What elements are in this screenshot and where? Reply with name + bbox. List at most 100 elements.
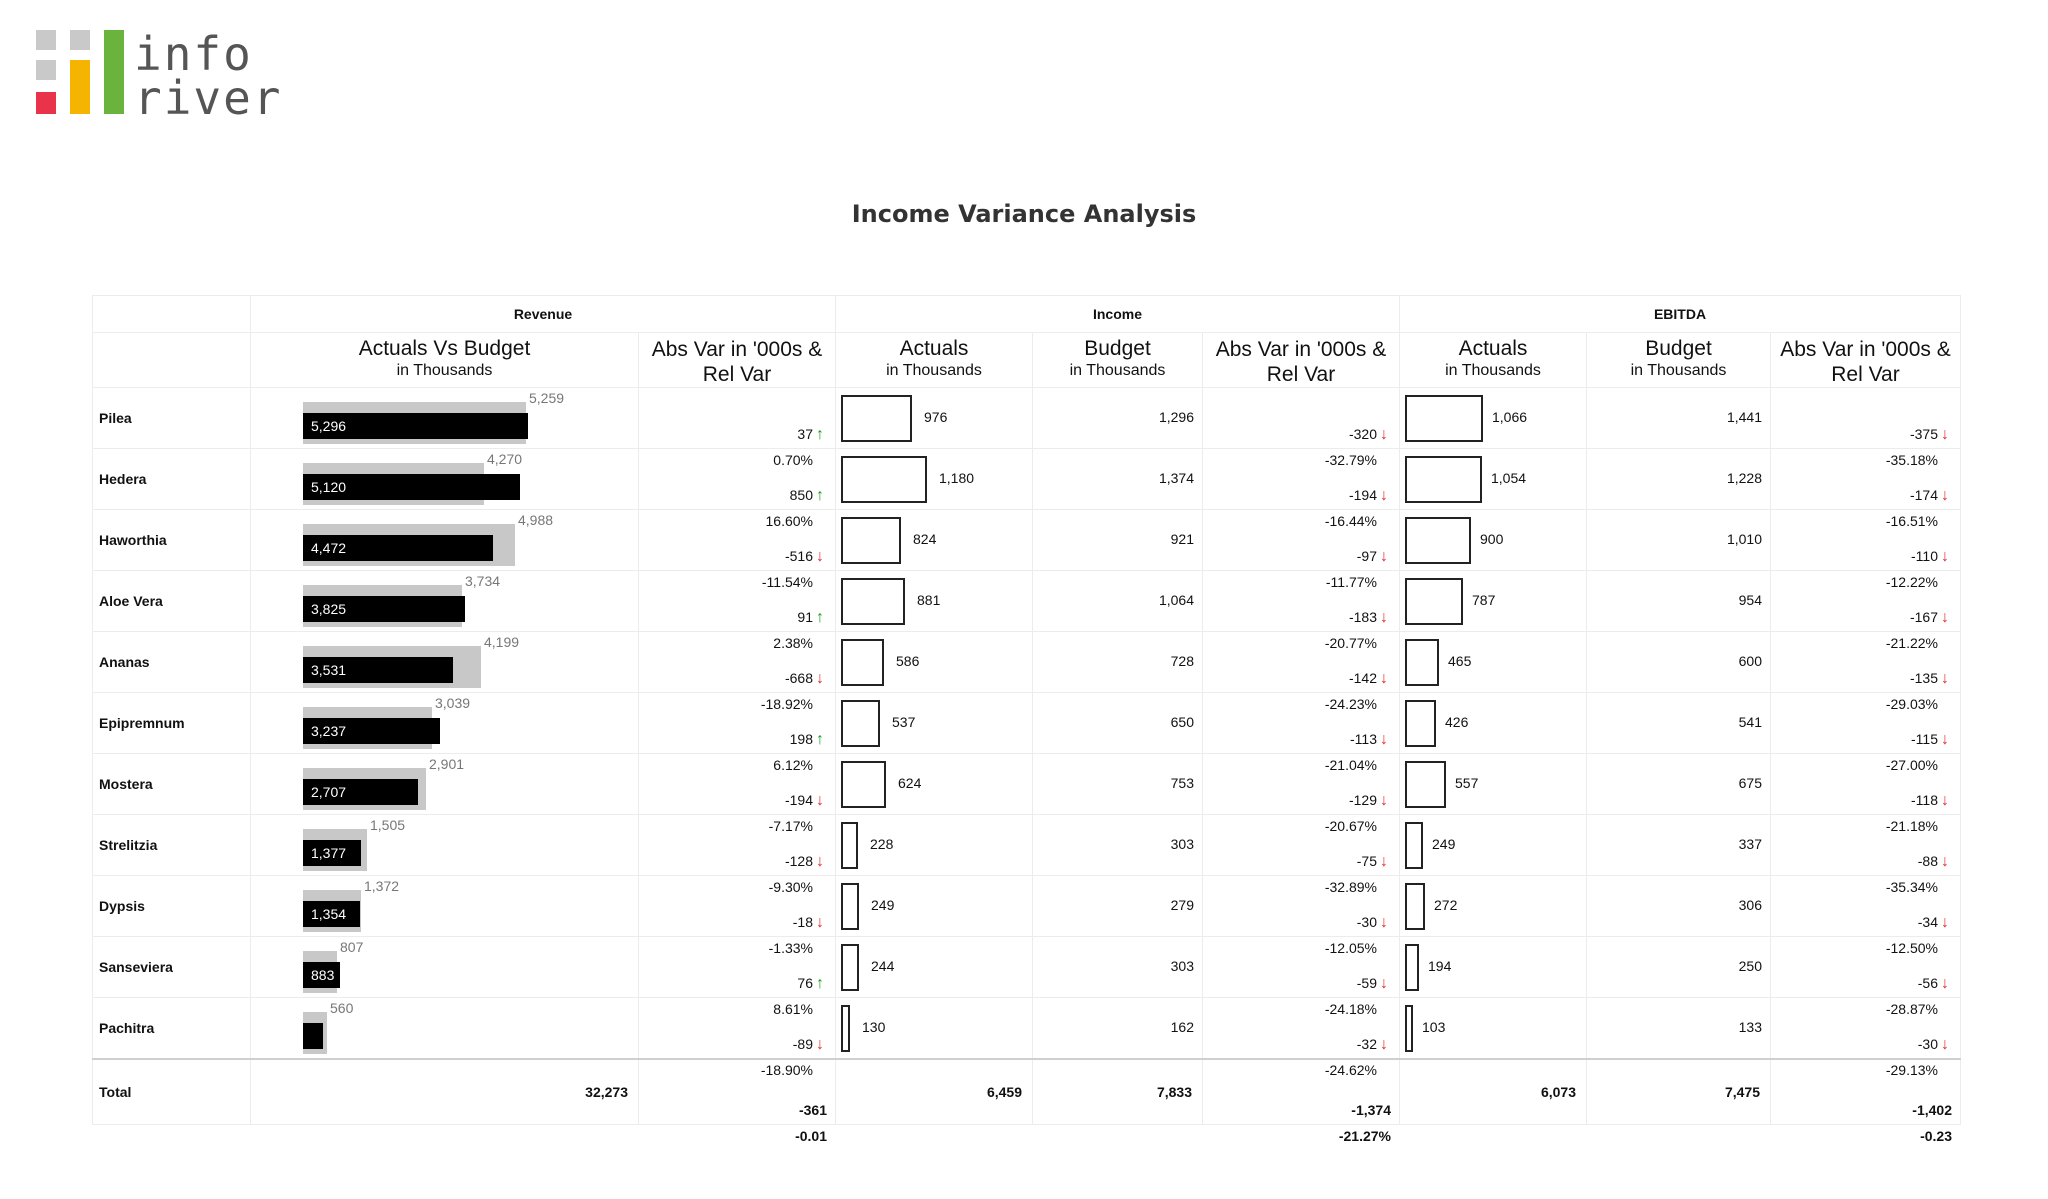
col-ebitda-budget[interactable]: Budget in Thousands: [1586, 332, 1771, 388]
row-label[interactable]: Epipremnum: [92, 692, 251, 754]
income-actuals-cell: 244: [835, 936, 1033, 998]
income-actual-label: 228: [870, 836, 894, 852]
ebitda-var-cell: -110 ↓ -12.22%: [1770, 509, 1961, 590]
ebitda-var-cell: -56 ↓ -28.87%: [1770, 936, 1961, 1017]
income-abs-var: -113: [1350, 731, 1377, 747]
revenue-arrow-icon: ↑: [816, 426, 824, 443]
income-actual-bar: [841, 395, 912, 442]
revenue-actual-bar: [303, 718, 440, 744]
ebitda-actuals-cell: 249: [1399, 814, 1587, 876]
income-abs-var: -59: [1356, 975, 1377, 991]
ebitda-actual-bar: [1405, 456, 1482, 503]
col-ebitda-var[interactable]: Abs Var in '000s & Rel Var: [1770, 332, 1961, 388]
row-label[interactable]: Dypsis: [92, 875, 251, 937]
col-income-budget[interactable]: Budget in Thousands: [1032, 332, 1203, 388]
revenue-abs-var: 91: [797, 609, 813, 625]
col-income-var[interactable]: Abs Var in '000s & Rel Var: [1202, 332, 1400, 388]
income-abs-var: -30: [1356, 914, 1377, 930]
income-actuals-cell: 130: [835, 997, 1033, 1060]
income-arrow-icon: ↓: [1380, 914, 1388, 931]
ebitda-actual-bar: [1405, 1005, 1413, 1052]
income-actuals-cell: 824: [835, 509, 1033, 571]
income-abs-var: -142: [1348, 670, 1377, 686]
ebitda-budget-cell: 337: [1586, 814, 1771, 876]
ebitda-actuals-cell: 900: [1399, 509, 1587, 571]
revenue-abs-var: -18: [792, 914, 813, 930]
revenue-arrow-icon: ↓: [816, 1036, 824, 1053]
ebitda-actual-label: 272: [1434, 897, 1458, 913]
revenue-var-cell: -18 ↓ -1.33%: [638, 875, 836, 956]
income-actual-bar: [841, 883, 859, 930]
income-actual-label: 244: [871, 958, 895, 974]
col-revenue-var[interactable]: Abs Var in '000s & Rel Var: [638, 332, 836, 388]
row-label[interactable]: Pilea: [92, 387, 251, 449]
ebitda-arrow-icon: ↓: [1941, 975, 1949, 992]
ebitda-arrow-icon: ↓: [1941, 1036, 1949, 1053]
revenue-bullet-cell: 2,707 2,901: [250, 753, 639, 815]
row-label[interactable]: Pachitra: [92, 997, 251, 1060]
group-revenue: Revenue: [250, 295, 836, 333]
income-var-cell: -194 ↓ -16.44%: [1202, 448, 1400, 529]
income-actuals-cell: 537: [835, 692, 1033, 754]
row-label[interactable]: Aloe Vera: [92, 570, 251, 632]
income-actual-bar: [841, 456, 927, 503]
col-income-actuals[interactable]: Actuals in Thousands: [835, 332, 1033, 388]
row-label[interactable]: Ananas: [92, 631, 251, 693]
ebitda-abs-var: -30: [1917, 1036, 1938, 1052]
ebitda-actuals-cell: 787: [1399, 570, 1587, 632]
revenue-actual-label: 5,120: [311, 479, 347, 495]
income-abs-var: -194: [1348, 487, 1377, 503]
ebitda-var-cell: -34 ↓ -12.50%: [1770, 875, 1961, 956]
revenue-budget-label: 4,988: [518, 512, 554, 528]
income-actual-label: 130: [862, 1019, 886, 1035]
income-actual-label: 976: [924, 409, 948, 425]
income-actuals-cell: 976: [835, 387, 1033, 449]
ebitda-actual-bar: [1405, 944, 1419, 991]
ebitda-var-cell: -167 ↓ -21.22%: [1770, 570, 1961, 651]
ebitda-actuals-cell: 103: [1399, 997, 1587, 1060]
row-label[interactable]: Hedera: [92, 448, 251, 510]
row-label[interactable]: Strelitzia: [92, 814, 251, 876]
ebitda-actuals-cell: 272: [1399, 875, 1587, 937]
revenue-abs-var: -516: [784, 548, 813, 564]
ebitda-var-cell: -135 ↓ -29.03%: [1770, 631, 1961, 712]
row-label[interactable]: Mostera: [92, 753, 251, 815]
revenue-actual-label: 1,377: [311, 845, 347, 861]
table-row: Strelitzia 1,377 1,505 -128 ↓ -9.30% 228 303 -75…: [92, 814, 1961, 895]
income-budget-cell: 1,064: [1032, 570, 1203, 632]
ebitda-abs-var: -375: [1909, 426, 1938, 442]
ebitda-actual-label: 1,054: [1491, 470, 1527, 486]
income-arrow-icon: ↓: [1380, 670, 1388, 687]
revenue-arrow-icon: ↑: [816, 975, 824, 992]
ebitda-arrow-icon: ↓: [1941, 792, 1949, 809]
col-actuals-vs-budget[interactable]: Actuals Vs Budget in Thousands: [250, 332, 639, 388]
revenue-arrow-icon: ↓: [816, 670, 824, 687]
income-arrow-icon: ↓: [1380, 731, 1388, 748]
total-revenue-var: -361 -0.01: [638, 1058, 836, 1144]
row-label[interactable]: Haworthia: [92, 509, 251, 571]
income-var-cell: -32 ↓ -24.62%: [1202, 997, 1400, 1078]
revenue-abs-var: -128: [784, 853, 813, 869]
table-row: Sanseviera 883 807 76 ↑ 8.61% 244 303 -59 ↓ -24.18…: [92, 936, 1961, 1017]
row-label[interactable]: Sanseviera: [92, 936, 251, 998]
ebitda-budget-cell: 1,441: [1586, 387, 1771, 449]
revenue-actual-bar: [303, 535, 493, 561]
ebitda-actuals-cell: 1,054: [1399, 448, 1587, 510]
income-arrow-icon: ↓: [1380, 975, 1388, 992]
revenue-actual-label: 3,531: [311, 662, 347, 678]
revenue-actual-bar: [303, 657, 453, 683]
col-ebitda-actuals[interactable]: Actuals in Thousands: [1399, 332, 1587, 388]
income-var-cell: -129 ↓ -20.67%: [1202, 753, 1400, 834]
ebitda-actual-bar: [1405, 822, 1423, 869]
ebitda-actual-bar: [1405, 517, 1471, 564]
revenue-actual-label: 4,472: [311, 540, 347, 556]
ebitda-arrow-icon: ↓: [1941, 670, 1949, 687]
revenue-arrow-icon: ↑: [816, 487, 824, 504]
ebitda-arrow-icon: ↓: [1941, 548, 1949, 565]
ebitda-actuals-cell: 1,066: [1399, 387, 1587, 449]
revenue-bullet-cell: 5,296 5,259: [250, 387, 639, 449]
ebitda-actual-bar: [1405, 395, 1483, 442]
income-budget-cell: 650: [1032, 692, 1203, 754]
income-actual-label: 1,180: [939, 470, 975, 486]
revenue-actual-bar: [303, 840, 361, 866]
